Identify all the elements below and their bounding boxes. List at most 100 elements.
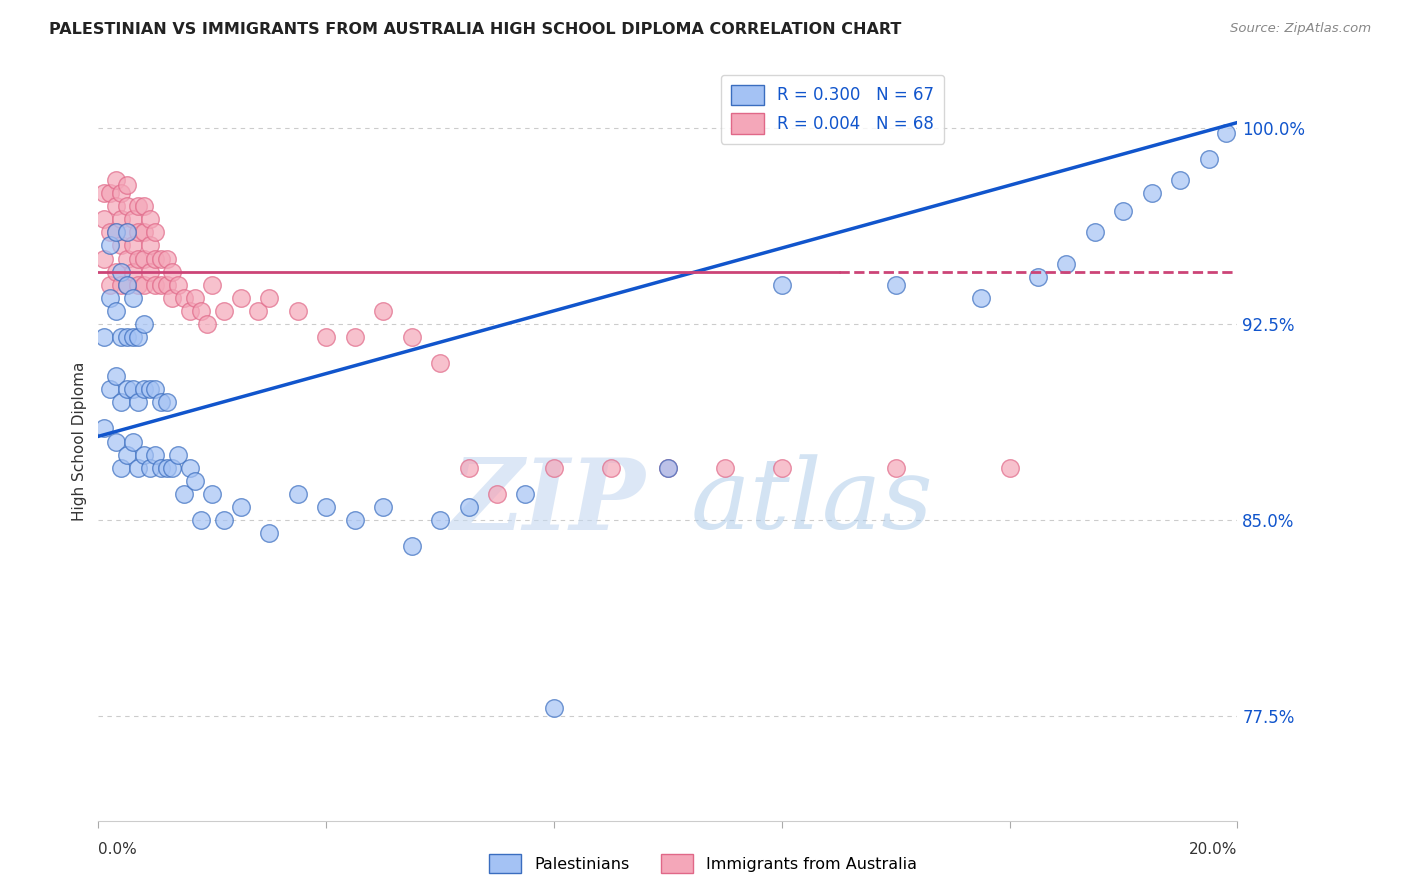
- Point: [104, 264, 127, 278]
- Point: [1056, 257, 1078, 271]
- Point: [770, 460, 793, 475]
- Point: [93, 330, 115, 344]
- Point: [1112, 204, 1135, 219]
- Point: [246, 303, 269, 318]
- Point: [127, 252, 149, 266]
- Point: [259, 526, 281, 541]
- Point: [457, 460, 479, 475]
- Point: [98, 226, 121, 240]
- Point: [884, 460, 907, 475]
- Point: [121, 291, 143, 305]
- Point: [173, 487, 195, 501]
- Point: [190, 513, 212, 527]
- Point: [145, 277, 167, 292]
- Point: [132, 277, 155, 292]
- Point: [110, 277, 132, 292]
- Point: [138, 212, 160, 227]
- Text: PALESTINIAN VS IMMIGRANTS FROM AUSTRALIA HIGH SCHOOL DIPLOMA CORRELATION CHART: PALESTINIAN VS IMMIGRANTS FROM AUSTRALIA…: [49, 22, 901, 37]
- Point: [315, 500, 337, 514]
- Point: [110, 264, 132, 278]
- Text: ZIP: ZIP: [450, 454, 645, 550]
- Point: [429, 513, 451, 527]
- Text: 0.0%: 0.0%: [98, 841, 138, 856]
- Point: [714, 460, 737, 475]
- Point: [884, 277, 907, 292]
- Point: [121, 434, 143, 449]
- Point: [138, 238, 160, 252]
- Point: [543, 460, 565, 475]
- Point: [98, 291, 121, 305]
- Point: [162, 264, 184, 278]
- Point: [657, 460, 679, 475]
- Point: [127, 226, 149, 240]
- Point: [229, 500, 252, 514]
- Point: [104, 173, 127, 187]
- Point: [115, 382, 138, 396]
- Point: [1215, 126, 1237, 140]
- Point: [115, 226, 138, 240]
- Point: [104, 369, 127, 384]
- Y-axis label: High School Diploma: High School Diploma: [72, 362, 87, 521]
- Point: [190, 303, 212, 318]
- Point: [156, 460, 179, 475]
- Point: [132, 199, 155, 213]
- Point: [104, 434, 127, 449]
- Point: [132, 252, 155, 266]
- Point: [162, 291, 184, 305]
- Point: [173, 291, 195, 305]
- Point: [93, 212, 115, 227]
- Point: [201, 487, 224, 501]
- Point: [212, 513, 235, 527]
- Point: [150, 460, 173, 475]
- Point: [115, 252, 138, 266]
- Point: [93, 186, 115, 201]
- Point: [104, 226, 127, 240]
- Point: [150, 277, 173, 292]
- Point: [429, 356, 451, 370]
- Point: [115, 199, 138, 213]
- Point: [657, 460, 679, 475]
- Point: [343, 513, 366, 527]
- Point: [156, 395, 179, 409]
- Point: [150, 395, 173, 409]
- Point: [115, 277, 138, 292]
- Point: [179, 303, 201, 318]
- Point: [145, 448, 167, 462]
- Point: [115, 178, 138, 193]
- Point: [373, 303, 395, 318]
- Point: [287, 303, 309, 318]
- Point: [110, 212, 132, 227]
- Point: [1084, 226, 1107, 240]
- Point: [543, 701, 565, 715]
- Point: [110, 395, 132, 409]
- Point: [179, 460, 201, 475]
- Point: [138, 382, 160, 396]
- Point: [93, 421, 115, 435]
- Point: [229, 291, 252, 305]
- Point: [145, 252, 167, 266]
- Point: [115, 277, 138, 292]
- Point: [998, 460, 1021, 475]
- Point: [104, 226, 127, 240]
- Point: [259, 291, 281, 305]
- Point: [401, 539, 423, 553]
- Point: [770, 277, 793, 292]
- Point: [401, 330, 423, 344]
- Text: 20.0%: 20.0%: [1189, 841, 1237, 856]
- Point: [115, 330, 138, 344]
- Point: [127, 277, 149, 292]
- Point: [195, 317, 218, 331]
- Point: [104, 303, 127, 318]
- Point: [150, 252, 173, 266]
- Point: [93, 252, 115, 266]
- Point: [98, 382, 121, 396]
- Point: [132, 448, 155, 462]
- Point: [121, 212, 143, 227]
- Point: [287, 487, 309, 501]
- Point: [138, 264, 160, 278]
- Point: [121, 238, 143, 252]
- Point: [132, 226, 155, 240]
- Point: [970, 291, 993, 305]
- Point: [127, 199, 149, 213]
- Point: [1170, 173, 1192, 187]
